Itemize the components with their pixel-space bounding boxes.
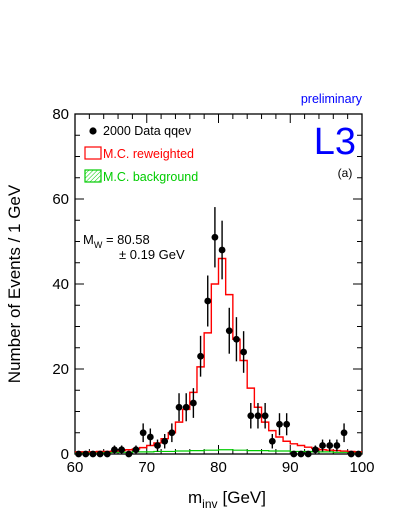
data-point	[347, 450, 355, 458]
data-point	[218, 246, 226, 254]
x-tick-label: 80	[210, 459, 227, 476]
y-tick-label: 0	[61, 446, 69, 463]
mw-annotation-line2: ± 0.19 GeV	[119, 247, 185, 262]
data-point	[182, 403, 190, 411]
mw-symbol: M	[83, 232, 94, 247]
x-tick-label: 100	[349, 459, 374, 476]
data-point	[103, 450, 111, 458]
y-axis-label: Number of Events / 1 GeV	[5, 184, 24, 383]
legend-data-marker	[89, 127, 97, 135]
mw-value: = 80.58	[102, 232, 149, 247]
legend-mc-label: M.C. reweighted	[103, 147, 194, 161]
data-point	[161, 437, 169, 445]
data-point	[290, 450, 298, 458]
data-point	[204, 297, 212, 305]
data-point	[89, 450, 97, 458]
x-tick-label: 70	[138, 459, 155, 476]
data-point	[125, 450, 133, 458]
data-point	[326, 442, 334, 449]
data-point	[75, 450, 82, 458]
legend-background-label: M.C. background	[103, 170, 198, 184]
data-point	[276, 420, 283, 428]
data-point	[283, 420, 291, 428]
x-tick-label: 60	[67, 459, 84, 476]
data-point	[247, 412, 255, 420]
data-point	[118, 446, 126, 454]
mc-reweighted-line	[75, 257, 362, 453]
data-point	[240, 348, 248, 356]
data-points	[75, 207, 362, 458]
y-tick-label: 40	[52, 276, 69, 293]
data-point	[132, 446, 140, 454]
data-point	[139, 429, 147, 437]
data-point	[233, 335, 240, 343]
y-tick-label: 80	[52, 106, 69, 123]
data-point	[146, 433, 154, 441]
data-point	[340, 429, 348, 437]
x-axis-label-main: m	[188, 488, 202, 507]
x-axis-label-unit: [GeV]	[223, 488, 266, 507]
legend-background-marker	[84, 169, 102, 183]
axis-ticks: 60 70 80 90 100 0 20 40 60 80	[52, 106, 374, 476]
data-point	[154, 442, 161, 449]
data-point	[189, 399, 197, 407]
data-point	[111, 446, 118, 454]
data-point	[311, 446, 319, 454]
data-point	[254, 412, 262, 420]
chart-header: preliminary	[301, 92, 363, 106]
data-point	[297, 450, 305, 458]
panel-label: (a)	[338, 166, 353, 180]
experiment-logo: L3	[314, 121, 356, 163]
mc-reweighted-histogram	[75, 257, 362, 453]
mw-annotation-line1: MW = 80.58	[83, 232, 150, 250]
data-point	[175, 403, 183, 411]
data-point	[82, 450, 90, 458]
x-tick-label: 90	[282, 459, 299, 476]
data-point	[197, 352, 204, 360]
legend-mc-marker	[84, 146, 102, 160]
legend: 2000 Data qqeν M.C. reweighted M.C. back…	[84, 124, 198, 184]
data-point	[168, 429, 176, 437]
y-tick-label: 20	[52, 361, 69, 378]
data-point	[96, 450, 104, 458]
x-axis-label-sub: inv	[202, 497, 217, 511]
y-tick-label: 60	[52, 191, 69, 208]
legend-data-label: 2000 Data qqeν	[103, 124, 191, 138]
data-point	[355, 450, 362, 458]
data-point	[225, 327, 233, 335]
data-point	[261, 412, 269, 420]
x-axis-label: minv [GeV]	[188, 488, 266, 511]
data-point	[268, 437, 276, 445]
data-point	[319, 442, 326, 449]
data-point	[211, 233, 219, 241]
data-point	[304, 450, 312, 458]
data-point	[333, 442, 341, 449]
mw-subscript: W	[94, 240, 103, 250]
